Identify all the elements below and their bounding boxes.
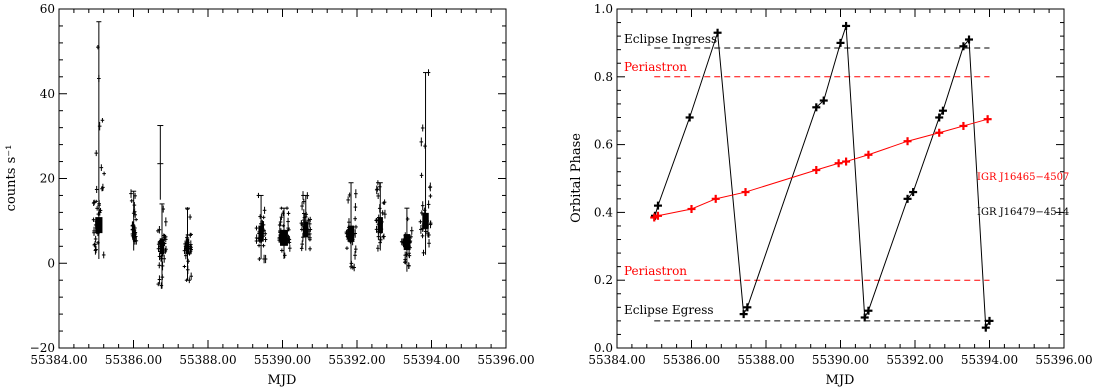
left-panel: 55384.00 55386.00 55388.00 55390.00 55392.00…: [4, 2, 535, 388]
light-curve-cluster: [182, 207, 193, 284]
light-curve-cluster: [254, 192, 268, 264]
left-x-tick-label: 55384.00: [30, 353, 87, 367]
periastron-upper-label: Periastron: [624, 60, 687, 74]
left-x-tick-label: 55396.00: [477, 353, 534, 367]
light-curve-cluster: [374, 180, 387, 252]
light-curve-cluster: [91, 21, 106, 260]
right-y-tick-label: 0.4: [594, 205, 613, 219]
right-x-tick-label: 55392.00: [886, 353, 943, 367]
periastron-lower-label: Periastron: [624, 264, 687, 278]
right-reference-lines: [654, 47, 990, 322]
light-curve-cluster: [277, 206, 292, 260]
right-y-tick-label: 1.0: [594, 2, 613, 16]
left-x-tick-label: 55392.00: [328, 353, 385, 367]
right-x-tick-label: 55386.00: [663, 353, 720, 367]
right-y-tick-label: 0.6: [594, 138, 613, 152]
series-label-igr-j16479: IGR J16479−4514: [977, 207, 1069, 218]
left-x-tick-label: 55390.00: [254, 353, 311, 367]
right-y-axis-title: Orbital Phase: [569, 133, 584, 223]
left-x-tick-label: 55386.00: [105, 353, 162, 367]
left-y-tick-label: 40: [40, 87, 55, 101]
right-y-tick-label: 0.0: [594, 341, 613, 355]
light-curve-cluster: [129, 189, 139, 251]
left-axis-ticks: 55384.00 55386.00 55388.00 55390.00 55392.00…: [30, 2, 535, 367]
right-y-tick-label: 0.8: [594, 70, 613, 84]
right-x-tick-label: 55396.00: [1035, 353, 1092, 367]
eclipse-egress-label: Eclipse Egress: [624, 303, 714, 317]
right-x-tick-label: 55384.00: [588, 353, 645, 367]
left-x-tick-label: 55394.00: [403, 353, 460, 367]
right-panel: 55384.00 55386.00 55388.00 55390.00 55392.00…: [569, 2, 1093, 388]
right-x-tick-label: 55388.00: [737, 353, 794, 367]
left-x-axis-title: MJD: [268, 373, 297, 388]
right-axis-ticks: 55384.00 55386.00 55388.00 55390.00 55392.00…: [588, 2, 1092, 367]
light-curve-cluster: [399, 207, 414, 272]
light-curve-cluster: [344, 182, 358, 272]
left-plot-frame: [58, 8, 507, 349]
phase-series-1: [650, 115, 992, 222]
left-y-axis-title: counts s⁻¹: [4, 145, 19, 212]
series-label-igr-j16465: IGR J16465−4507: [977, 172, 1069, 183]
left-y-tick-label: 0: [47, 256, 55, 270]
right-x-tick-label: 55390.00: [812, 353, 869, 367]
left-y-tick-label: 60: [40, 2, 55, 16]
right-y-tick-label: 0.2: [594, 273, 613, 287]
eclipse-ingress-label: Eclipse Ingress: [624, 32, 717, 46]
phase-series-0: [650, 21, 994, 332]
left-y-tick-label: −20: [30, 341, 55, 355]
right-x-tick-label: 55394.00: [961, 353, 1018, 367]
phase-line: [654, 25, 990, 330]
left-data-marks: [91, 21, 433, 289]
phase-line: [654, 118, 988, 218]
light-curve-cluster: [299, 191, 313, 252]
light-curve-cluster: [418, 69, 433, 256]
right-data-marks: [650, 21, 994, 332]
left-y-tick-label: 20: [40, 172, 55, 186]
left-x-tick-label: 55388.00: [179, 353, 236, 367]
light-curve-cluster: [156, 203, 168, 289]
right-x-axis-title: MJD: [826, 373, 855, 388]
